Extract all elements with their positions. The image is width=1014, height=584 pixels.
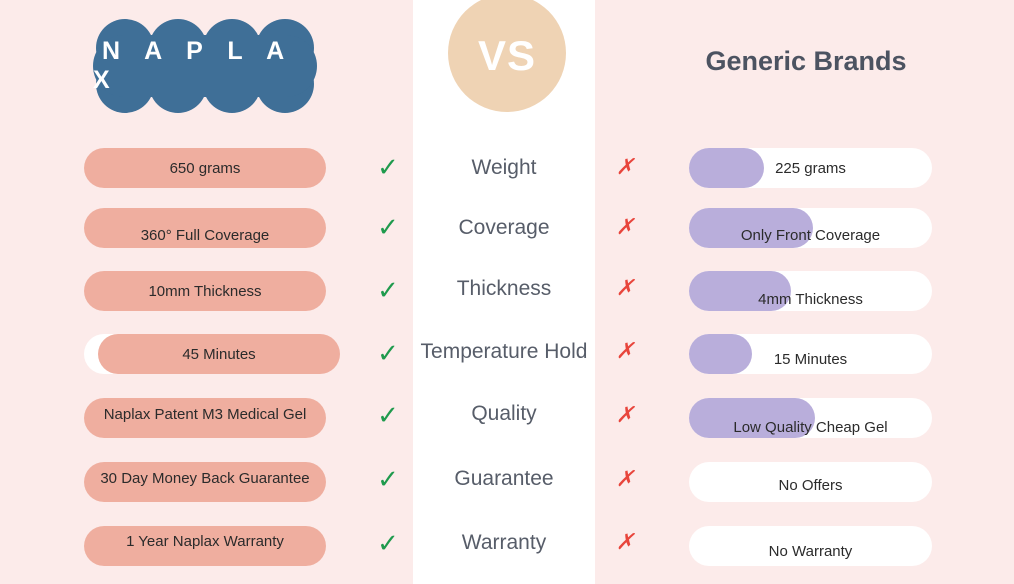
comparison-row: 360° Full Coverage ✓ Coverage ✗ Only Fro… bbox=[0, 208, 1014, 248]
logo-wordmark: N A P L A X bbox=[93, 37, 293, 94]
comparison-row: 10mm Thickness ✓ Thickness ✗ 4mm Thickne… bbox=[0, 271, 1014, 311]
brand-pill-fill bbox=[84, 398, 326, 438]
brand-pill-fill bbox=[84, 462, 326, 502]
check-icon: ✓ bbox=[377, 275, 399, 305]
cross-icon: ✗ bbox=[615, 214, 635, 239]
cross-icon: ✗ bbox=[615, 529, 635, 554]
check-icon: ✓ bbox=[377, 338, 399, 368]
feature-label: Quality bbox=[471, 402, 537, 425]
feature-label: Coverage bbox=[458, 216, 550, 239]
competitor-title: Generic Brands bbox=[705, 46, 907, 76]
brand-pill-fill bbox=[98, 334, 340, 374]
competitor-pill: 15 Minutes bbox=[689, 334, 932, 374]
brand-pill-fill bbox=[84, 271, 326, 311]
brand-value: Naplax Patent M3 Medical Gel bbox=[103, 405, 307, 423]
brand-value: 30 Day Money Back Guarantee bbox=[100, 469, 310, 487]
brand-value: 360° Full Coverage bbox=[140, 226, 270, 244]
competitor-pill: No Offers bbox=[689, 462, 932, 502]
brand-value: 650 grams bbox=[169, 159, 241, 177]
comparison-row: 30 Day Money Back Guarantee ✓ Guarantee … bbox=[0, 462, 1014, 502]
competitor-pill: 4mm Thickness bbox=[689, 271, 932, 311]
cross-icon: ✗ bbox=[615, 154, 635, 179]
brand-pill-fill bbox=[84, 148, 326, 188]
competitor-value: 4mm Thickness bbox=[758, 290, 863, 308]
competitor-pill-base bbox=[689, 526, 932, 566]
feature-label: Thickness bbox=[456, 277, 552, 300]
logo-badge-shape bbox=[93, 35, 317, 97]
comparison-row: 45 Minutes ✓ Temperature Hold ✗ 15 Minut… bbox=[0, 334, 1014, 374]
competitor-pill-fill bbox=[689, 208, 813, 248]
feature-label: Weight bbox=[471, 156, 537, 179]
cross-icon: ✗ bbox=[615, 402, 635, 427]
cross-icon: ✗ bbox=[615, 338, 635, 363]
cross-icon: ✗ bbox=[615, 466, 635, 491]
vs-label: VS bbox=[477, 32, 537, 79]
feature-label: Warranty bbox=[461, 531, 547, 554]
check-icon: ✓ bbox=[377, 212, 399, 242]
competitor-value: 15 Minutes bbox=[773, 350, 848, 368]
competitor-pill-base bbox=[689, 462, 932, 502]
cross-icon: ✗ bbox=[615, 275, 635, 300]
comparison-row: Naplax Patent M3 Medical Gel ✓ Quality ✗… bbox=[0, 398, 1014, 438]
comparison-row: 650 grams ✓ Weight ✗ 225 grams bbox=[0, 148, 1014, 188]
competitor-pill-fill bbox=[689, 334, 753, 374]
competitor-pill: 225 grams bbox=[689, 148, 932, 188]
brand-value: 10mm Thickness bbox=[148, 282, 262, 300]
competitor-value: No Offers bbox=[778, 476, 843, 494]
naplax-logo: N A P L A X bbox=[93, 19, 317, 113]
competitor-pill: No Warranty bbox=[689, 526, 932, 566]
brand-value: 45 Minutes bbox=[182, 345, 256, 363]
competitor-value: Low Quality Cheap Gel bbox=[733, 418, 888, 436]
check-icon: ✓ bbox=[377, 528, 399, 558]
competitor-pill: Only Front Coverage bbox=[689, 208, 932, 248]
check-icon: ✓ bbox=[377, 464, 399, 494]
competitor-value: Only Front Coverage bbox=[740, 226, 881, 244]
check-icon: ✓ bbox=[377, 400, 399, 430]
competitor-value: 225 grams bbox=[775, 159, 846, 177]
competitor-value: No Warranty bbox=[768, 542, 853, 560]
competitor-pill: Low Quality Cheap Gel bbox=[689, 398, 932, 438]
comparison-row: 1 Year Naplax Warranty ✓ Warranty ✗ No W… bbox=[0, 526, 1014, 566]
brand-pill-fill bbox=[84, 208, 326, 248]
competitor-pill-fill bbox=[689, 398, 816, 438]
feature-label: Guarantee bbox=[454, 467, 554, 490]
feature-label: Temperature Hold bbox=[420, 340, 588, 363]
brand-pill-fill bbox=[84, 526, 326, 566]
brand-value: 1 Year Naplax Warranty bbox=[126, 532, 284, 550]
check-icon: ✓ bbox=[377, 152, 399, 182]
competitor-pill-fill bbox=[689, 148, 765, 188]
vs-badge: VS bbox=[448, 0, 566, 112]
competitor-pill-fill bbox=[689, 271, 792, 311]
